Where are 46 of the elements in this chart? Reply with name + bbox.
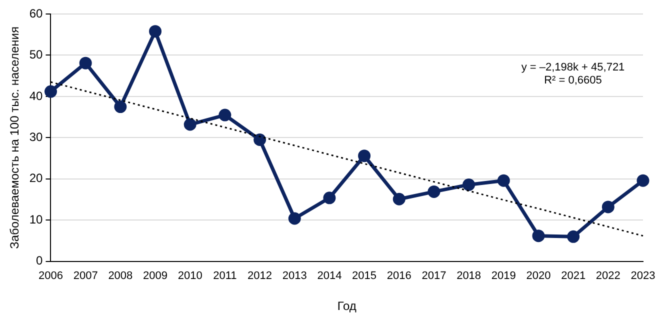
x-tick-label: 2023: [630, 270, 656, 282]
point: [288, 212, 301, 225]
x-tick-label: 2010: [178, 270, 202, 282]
x-tick-label: 2018: [456, 270, 482, 282]
x-tick-label: 2019: [491, 270, 516, 282]
point: [254, 134, 266, 146]
y-tick-label: 10: [29, 212, 44, 226]
y-tick-label: 40: [29, 88, 44, 103]
point: [636, 174, 650, 187]
point: [44, 85, 57, 98]
x-tick-label: 2008: [108, 270, 133, 282]
x-tick-label: 2022: [596, 270, 620, 282]
x-tick-label: 2009: [143, 270, 168, 282]
x-tick-label: 2012: [248, 270, 272, 282]
point: [149, 25, 162, 38]
x-axis-title: Год: [337, 299, 356, 314]
x-tick-label: 2016: [386, 270, 412, 282]
point: [567, 230, 580, 243]
y-tick-label: 20: [29, 171, 44, 186]
y-tick-label: 30: [29, 130, 44, 144]
x-tick-label: 2006: [38, 270, 63, 282]
y-tick-label: 0: [36, 254, 44, 268]
point: [323, 192, 336, 204]
x-tick-label: 2015: [352, 270, 377, 282]
x-tick-label: 2013: [282, 270, 307, 282]
y-axis-title: Заболеваемость на 100 тыс. населения: [8, 26, 22, 249]
x-tick-label: 2017: [422, 270, 446, 282]
point: [358, 150, 371, 162]
point: [462, 178, 476, 191]
annotation: y = –2,198k + 45,721 R² = 0,6605: [521, 62, 625, 87]
x-tick-label: 2011: [213, 270, 237, 282]
point: [79, 56, 92, 70]
x-tick-label: 2007: [73, 270, 98, 282]
point: [392, 192, 406, 206]
y-tick-label: 50: [29, 48, 44, 62]
point: [602, 200, 614, 214]
x-tick-label: 2014: [317, 270, 342, 282]
point: [218, 108, 232, 122]
x-tick-label: 2021: [561, 270, 586, 282]
point: [184, 118, 196, 131]
point: [114, 100, 127, 114]
point: [532, 230, 545, 242]
y-tick-label: 60: [29, 6, 44, 20]
point: [428, 185, 440, 198]
x-tick-label: 2020: [526, 270, 551, 282]
point: [497, 174, 510, 187]
